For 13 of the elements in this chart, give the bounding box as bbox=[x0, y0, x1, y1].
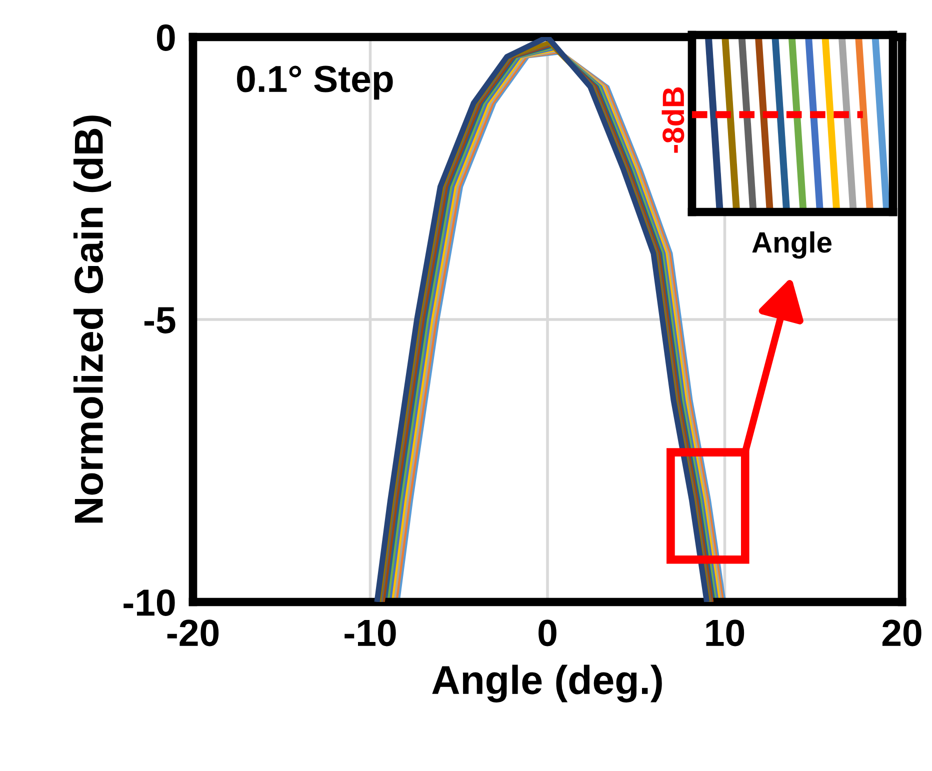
annotation: 0.1° Step bbox=[237, 66, 393, 100]
annotation: -8dB bbox=[662, 87, 684, 153]
y-axis-title: Normolized Gain (dB) bbox=[73, 116, 112, 523]
x-axis-title: Angle (deg.) bbox=[432, 664, 662, 702]
x-tick-label: -20 bbox=[167, 620, 219, 646]
x-tick-label: 10 bbox=[706, 620, 744, 646]
annotation: Angle bbox=[752, 231, 832, 259]
y-tick-label: -5 bbox=[144, 307, 176, 334]
x-tick-label: -10 bbox=[344, 620, 396, 646]
y-tick-label: -10 bbox=[124, 589, 175, 616]
y-tick-label: 0 bbox=[156, 24, 175, 51]
x-tick-label: 0 bbox=[538, 620, 556, 646]
x-tick-label: 20 bbox=[882, 620, 922, 646]
